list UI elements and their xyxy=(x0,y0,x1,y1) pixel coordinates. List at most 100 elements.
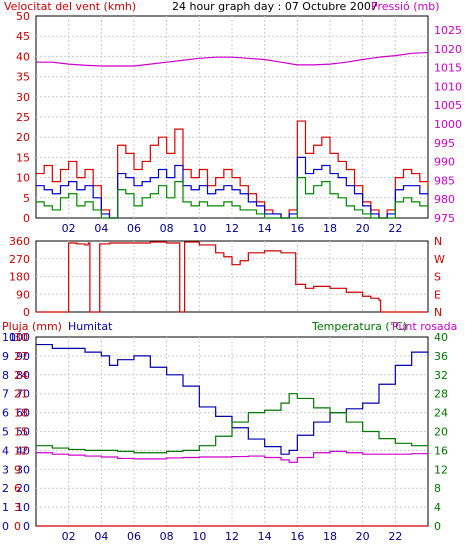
temperature-tick-label: 0 xyxy=(434,520,441,533)
rain-tick-label: 9 xyxy=(2,350,9,363)
hour-tick-label: 08 xyxy=(160,222,174,235)
pressure-tick-label: 990 xyxy=(434,156,455,169)
hour-tick-label: 04 xyxy=(94,222,108,235)
temperature-tick-label: 36 xyxy=(434,350,448,363)
hour-tick-label: 06 xyxy=(127,222,141,235)
panel3-series-2 xyxy=(36,450,429,463)
hour-tick-label: 14 xyxy=(258,222,272,235)
hour-tick-label: 20 xyxy=(356,530,370,543)
humidity-tick-label: 90 xyxy=(16,350,30,363)
humidity-tick-label: 100 xyxy=(9,331,30,344)
temperature-tick-label: 20 xyxy=(434,426,448,439)
dewpoint-axis-label: Punt rosada xyxy=(392,320,457,333)
panel3-series-1 xyxy=(36,393,429,454)
wind-tick-label: 10 xyxy=(16,172,30,185)
wind-axis-label: Velocitat del vent (kmh) xyxy=(4,0,136,13)
compass-tick-label: N xyxy=(434,235,442,248)
chart-title: 24 hour graph day : 07 Octubre 2007 xyxy=(172,0,378,13)
temperature-axis-label: Temperatura (°C) xyxy=(311,320,407,333)
wind-tick-label: 45 xyxy=(16,30,30,43)
pressure-tick-label: 1025 xyxy=(434,24,462,37)
humidity-tick-label: 30 xyxy=(16,463,30,476)
panel1-series-3 xyxy=(36,177,428,219)
wind-tick-label: 40 xyxy=(16,50,30,63)
temp-left-tick-label: 27 xyxy=(14,350,28,363)
temp-left-tick-label: 21 xyxy=(14,388,28,401)
humidity-tick-label: 20 xyxy=(16,482,30,495)
wind-tick-label: 20 xyxy=(16,131,30,144)
pressure-tick-label: 1000 xyxy=(434,118,462,131)
humidity-tick-label: 80 xyxy=(16,369,30,382)
compass-tick-label: S xyxy=(434,271,441,284)
rain-tick-label: 3 xyxy=(2,463,9,476)
direction-tick-label: 0 xyxy=(23,306,30,319)
temperature-tick-label: 28 xyxy=(434,388,448,401)
compass-tick-label: E xyxy=(434,288,441,301)
pressure-tick-label: 980 xyxy=(434,193,455,206)
hour-tick-label: 14 xyxy=(258,530,272,543)
rain-tick-label: 2 xyxy=(2,482,9,495)
humidity-tick-label: 70 xyxy=(16,388,30,401)
temperature-tick-label: 24 xyxy=(434,407,448,420)
temp-left-tick-label: 30 xyxy=(14,331,28,344)
panel1-series-2 xyxy=(36,156,428,219)
temperature-tick-label: 4 xyxy=(434,501,441,514)
rain-axis-label: Pluja (mm) xyxy=(2,320,62,333)
pressure-tick-label: 1020 xyxy=(434,43,462,56)
hour-tick-label: 18 xyxy=(323,222,337,235)
panel2-series-0 xyxy=(36,241,428,313)
rain-tick-label: 6 xyxy=(2,407,9,420)
panel3-series-0 xyxy=(36,343,429,455)
temperature-tick-label: 40 xyxy=(434,331,448,344)
rain-tick-label: 5 xyxy=(2,426,9,439)
hour-tick-label: 10 xyxy=(192,222,206,235)
pressure-tick-label: 1005 xyxy=(434,99,462,112)
pressure-tick-label: 985 xyxy=(434,174,455,187)
pressure-tick-label: 1010 xyxy=(434,80,462,93)
wind-tick-label: 30 xyxy=(16,91,30,104)
temperature-tick-label: 12 xyxy=(434,463,448,476)
rain-tick-label: 8 xyxy=(2,369,9,382)
temp-left-tick-label: 24 xyxy=(14,369,28,382)
hour-tick-label: 12 xyxy=(225,222,239,235)
hour-tick-label: 20 xyxy=(356,222,370,235)
direction-tick-label: 180 xyxy=(9,271,30,284)
temp-left-tick-label: 18 xyxy=(14,407,28,420)
hour-tick-label: 12 xyxy=(225,530,239,543)
hour-tick-label: 04 xyxy=(94,530,108,543)
wind-tick-label: 50 xyxy=(16,10,30,23)
temperature-tick-label: 32 xyxy=(434,369,448,382)
compass-tick-label: N xyxy=(434,306,442,319)
direction-tick-label: 90 xyxy=(16,288,30,301)
pressure-tick-label: 1015 xyxy=(434,62,462,75)
temp-left-tick-label: 6 xyxy=(14,482,21,495)
direction-tick-label: 270 xyxy=(9,253,30,266)
hour-tick-label: 08 xyxy=(160,530,174,543)
temperature-tick-label: 8 xyxy=(434,482,441,495)
pressure-tick-label: 975 xyxy=(434,212,455,225)
rain-tick-label: 1 xyxy=(2,501,9,514)
pressure-axis-label: Pressió (mb) xyxy=(371,0,440,13)
humidity-tick-label: 0 xyxy=(23,520,30,533)
humidity-tick-label: 40 xyxy=(16,444,30,457)
wind-tick-label: 0 xyxy=(23,212,30,225)
temp-left-tick-label: 3 xyxy=(14,501,21,514)
wind-tick-label: 25 xyxy=(16,111,30,124)
humidity-tick-label: 10 xyxy=(16,501,30,514)
hour-tick-label: 22 xyxy=(388,222,402,235)
temp-left-tick-label: 15 xyxy=(14,426,28,439)
pressure-tick-label: 995 xyxy=(434,137,455,150)
humidity-tick-label: 60 xyxy=(16,407,30,420)
temperature-tick-label: 16 xyxy=(434,444,448,457)
wind-tick-label: 5 xyxy=(23,192,30,205)
wind-tick-label: 35 xyxy=(16,71,30,84)
hour-tick-label: 02 xyxy=(62,222,76,235)
temp-left-tick-label: 9 xyxy=(14,463,21,476)
hour-tick-label: 22 xyxy=(388,530,402,543)
hour-tick-label: 06 xyxy=(127,530,141,543)
rain-tick-label: 7 xyxy=(2,388,9,401)
compass-tick-label: W xyxy=(434,253,445,266)
direction-tick-label: 360 xyxy=(9,235,30,248)
